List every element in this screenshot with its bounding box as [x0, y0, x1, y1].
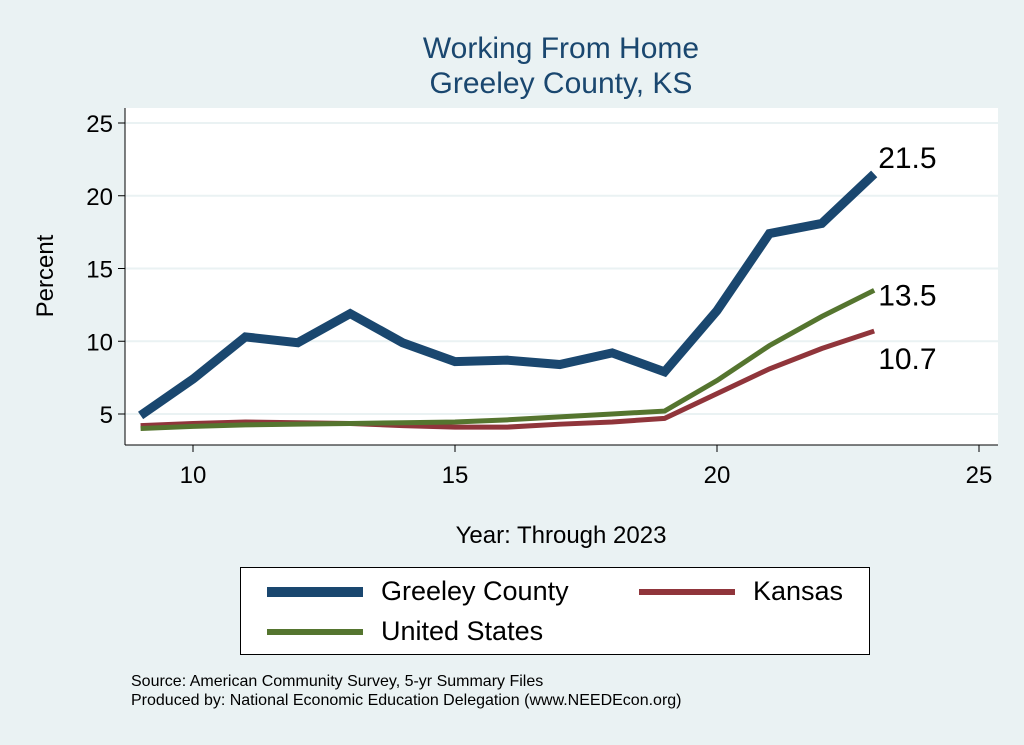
legend-item-us: United States: [267, 616, 543, 647]
y-tick-label: 25: [86, 111, 113, 138]
legend-swatch-greeley: [267, 586, 363, 597]
legend: Greeley County Kansas United States: [240, 567, 870, 655]
x-tick-label: 15: [442, 462, 469, 489]
y-tick-label: 10: [86, 329, 113, 356]
x-axis-label: Year: Through 2023: [456, 522, 667, 549]
x-tick-label: 10: [180, 462, 207, 489]
series-line-greeley-county: [138, 170, 878, 420]
legend-item-kansas: Kansas: [639, 576, 843, 607]
y-tick-label: 20: [86, 184, 113, 211]
x-tick-label: 25: [966, 462, 993, 489]
producer-text: Produced by: National Economic Education…: [131, 692, 682, 709]
legend-label: Kansas: [753, 576, 844, 606]
end-value-label: 13.5: [878, 279, 936, 312]
source-text: Source: American Community Survey, 5-yr …: [131, 673, 544, 690]
chart-subtitle: Greeley County, KS: [430, 67, 693, 100]
y-tick-label: 5: [100, 402, 113, 429]
legend-item-greeley: Greeley County: [267, 576, 569, 607]
y-axis-label: Percent: [32, 234, 59, 317]
legend-label: Greeley County: [381, 576, 569, 606]
end-value-label: 21.5: [878, 142, 936, 175]
chart-title: Working From Home: [423, 32, 699, 65]
y-tick-label: 15: [86, 257, 113, 284]
plot-area: [125, 108, 998, 445]
legend-label: United States: [381, 616, 544, 646]
end-value-label: 10.7: [878, 343, 936, 376]
series-line-united-states: [140, 288, 876, 432]
x-tick-label: 20: [704, 462, 731, 489]
source-note: Source: American Community Survey, 5-yr …: [131, 672, 682, 710]
legend-swatch-kansas: [639, 588, 735, 595]
legend-swatch-us: [267, 628, 363, 635]
